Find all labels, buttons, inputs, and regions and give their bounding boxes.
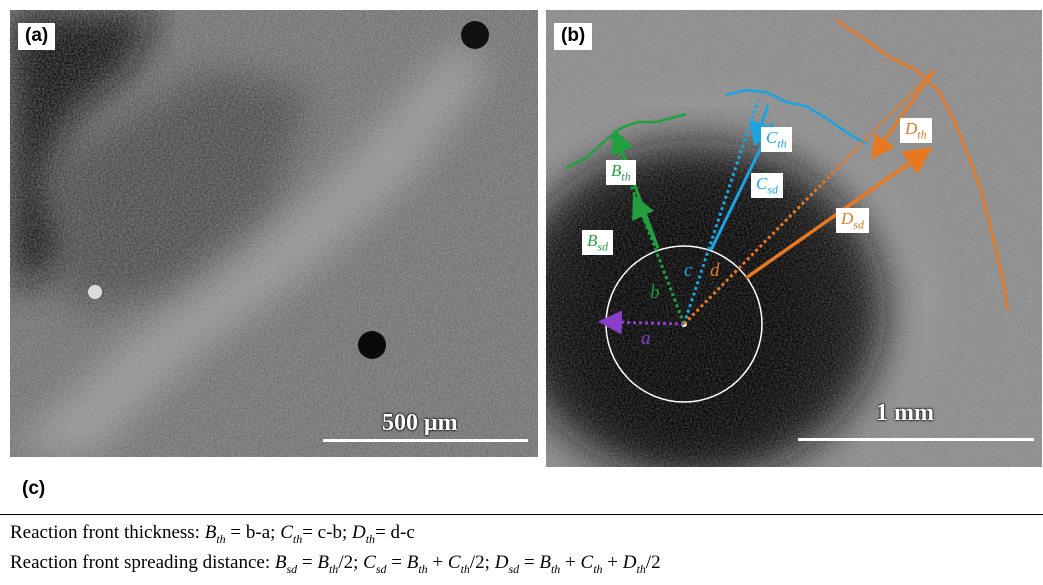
formula-thickness: Reaction front thickness: Bth = b-a; Cth…	[10, 522, 415, 546]
panel-c-label: (c)	[22, 478, 46, 499]
tag-d-sd: Dsd	[836, 208, 869, 234]
tag-c-th: Cth	[761, 127, 792, 153]
radius-a-label: a	[641, 328, 651, 349]
micrograph-b-annotated	[546, 10, 1042, 467]
formula-spreading-equations: Bsd = Bth/2; Csd = Bth + Cth/2; Dsd = Bt…	[274, 552, 661, 576]
tag-b-th: Bth	[606, 160, 636, 186]
tag-d-th: Dth	[900, 118, 932, 144]
panel-a-scalebar	[323, 439, 528, 442]
panel-b-label: (b)	[554, 23, 593, 50]
caption-rule	[0, 514, 1043, 515]
tag-c-sd: Csd	[751, 173, 784, 199]
micrograph-a-texture	[10, 10, 538, 457]
radius-b-label: b	[650, 282, 660, 303]
panel-a-scalebar-label: 500 μm	[382, 410, 458, 436]
micrograph-panel-b: (b) a b c d Bth Bsd Cth Csd Dth Dsd 1 mm	[546, 10, 1042, 467]
panel-a-label: (a)	[18, 23, 56, 50]
micrograph-panel-a: (a) 500 μm	[10, 10, 538, 457]
formula-spreading-distance: Reaction front spreading distance: Bsd =…	[10, 552, 661, 576]
tag-b-sd: Bsd	[582, 230, 614, 256]
radius-c-label: c	[684, 260, 693, 281]
radius-d-label: d	[710, 260, 720, 281]
panel-b-scalebar-label: 1 mm	[876, 400, 934, 426]
panel-b-scalebar	[798, 438, 1034, 441]
